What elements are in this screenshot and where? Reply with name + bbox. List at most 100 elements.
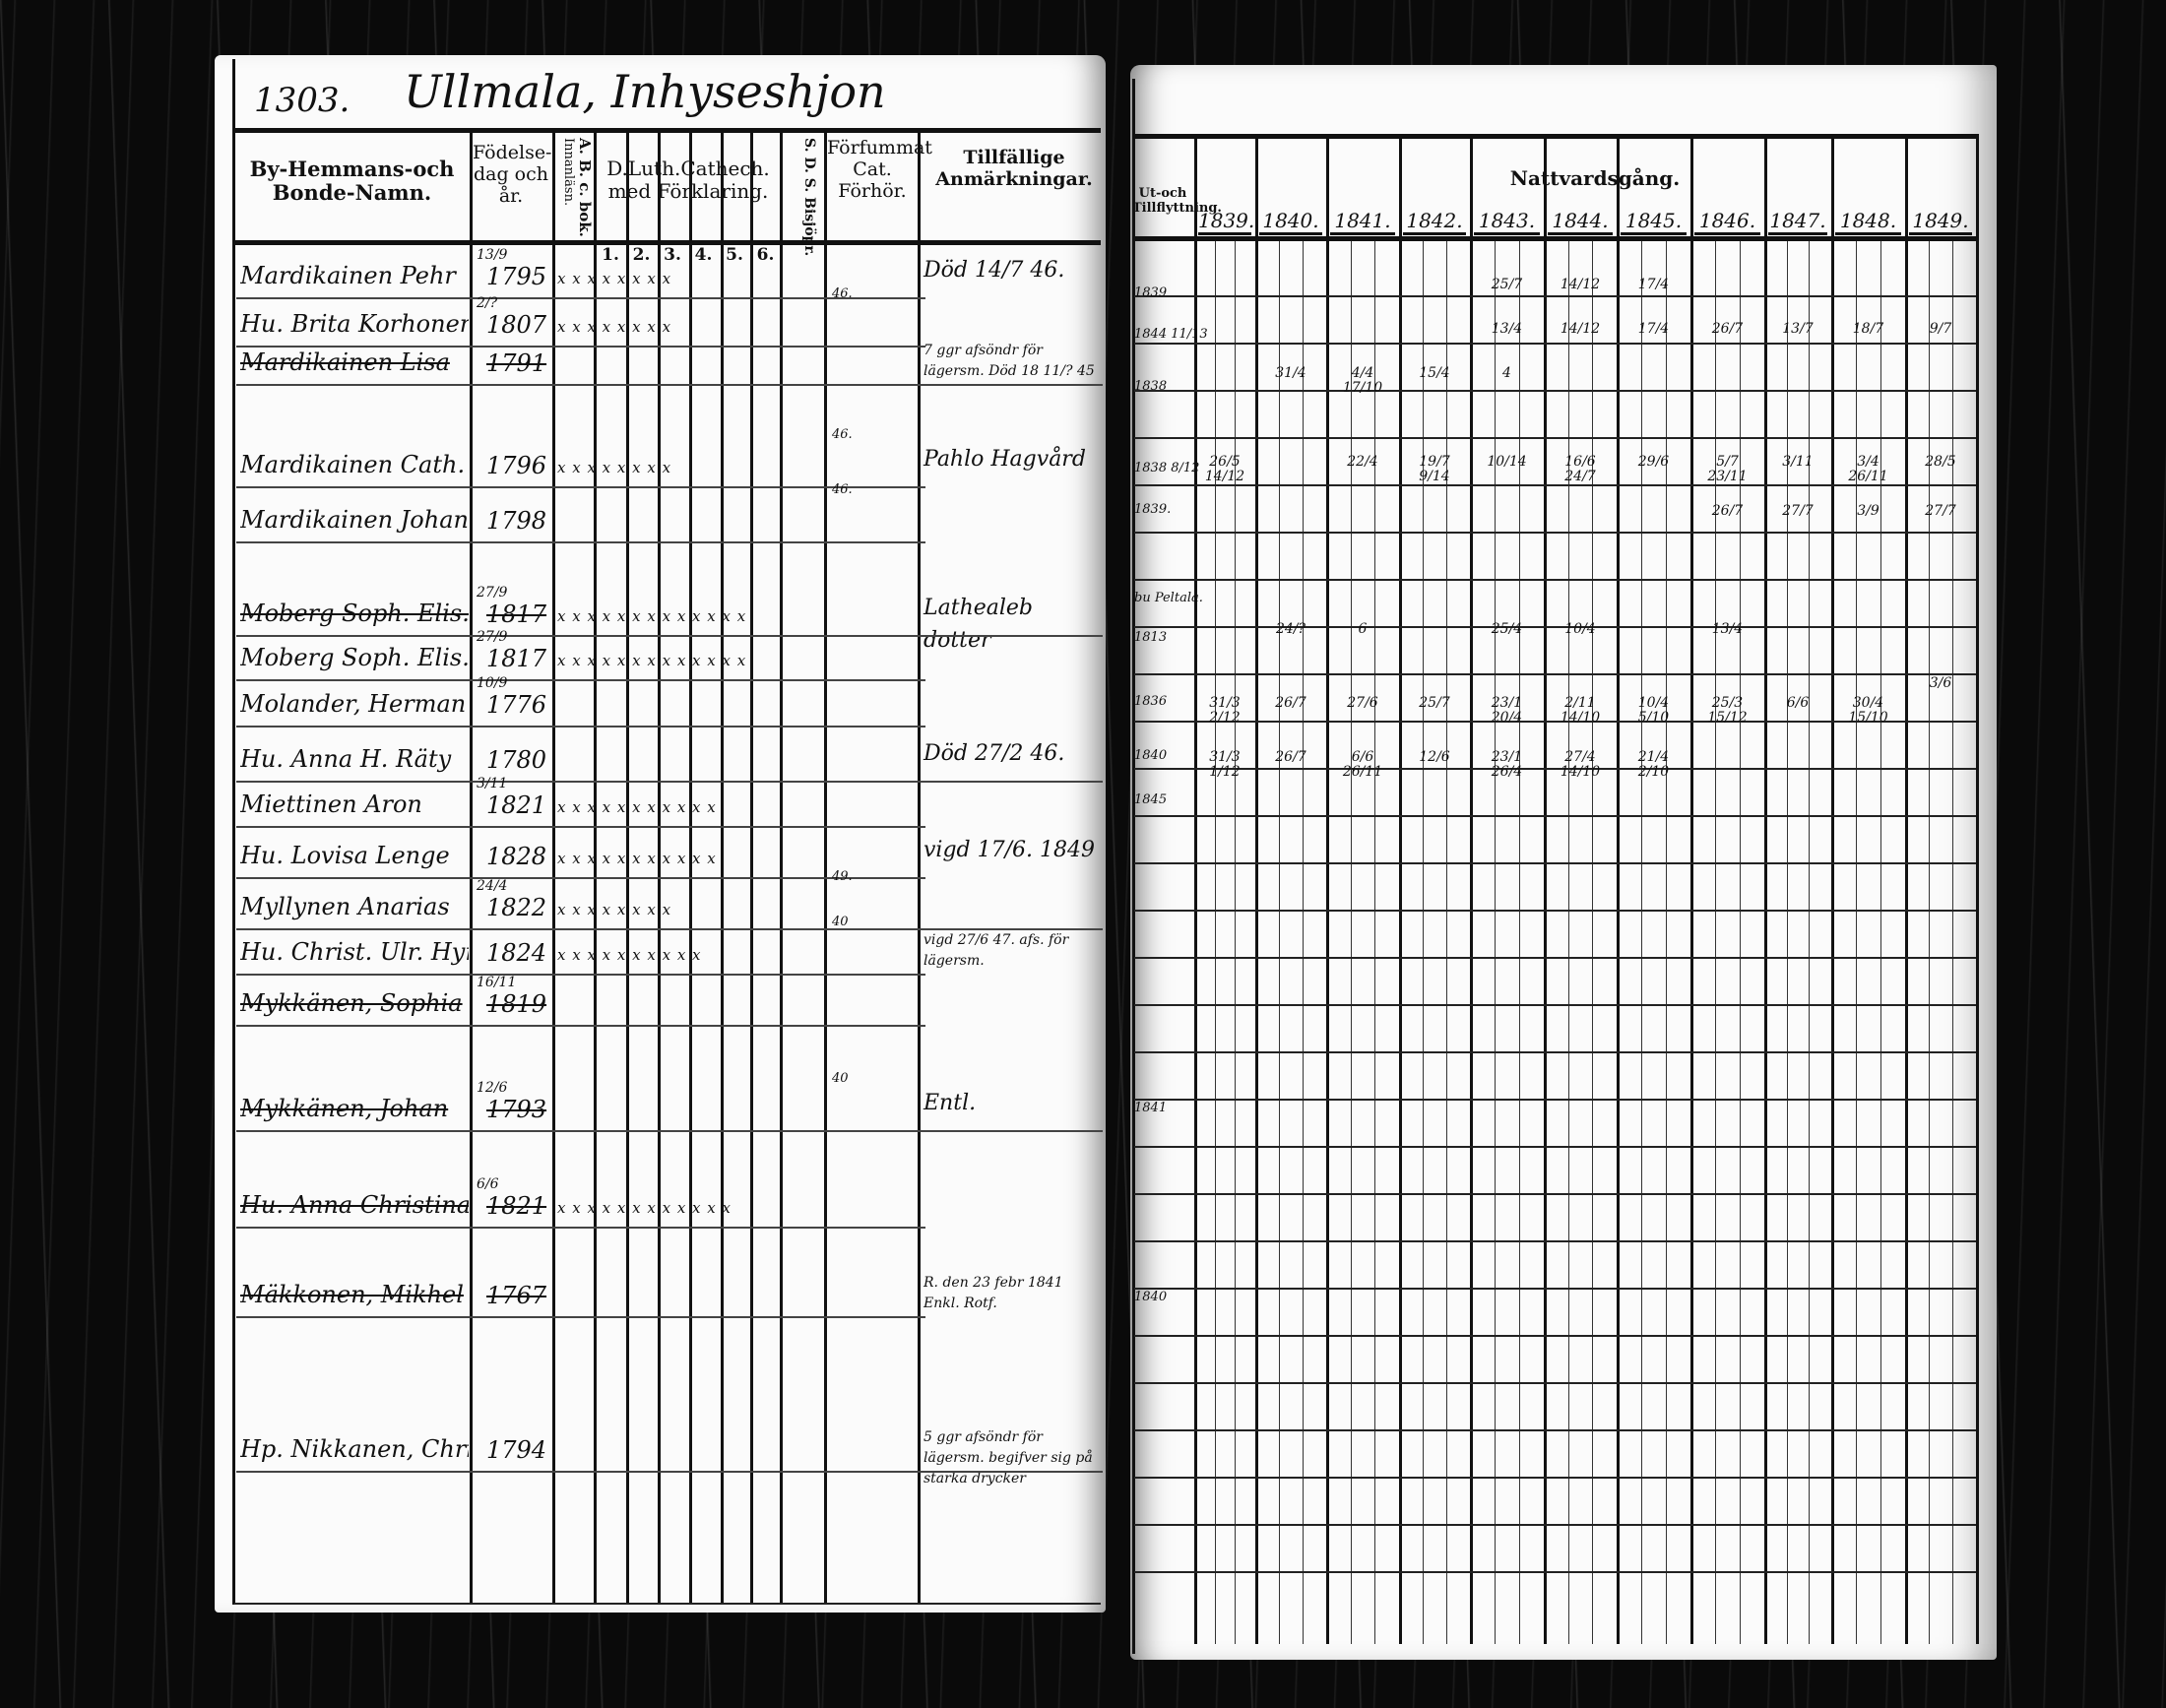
catechism-part-number: 3. [664,245,681,265]
birth-day: 24/4 [477,878,508,894]
person-name: Hu. Christ. Ulr. Hyrynen [240,938,469,966]
row-rule [1134,768,1976,770]
communion-date: 3/6 [1929,675,1952,691]
communion-date: 16/6 24/7 [1564,454,1596,485]
column-rule [594,128,597,1605]
communion-date: 25/7 [1419,695,1450,711]
column-rule [626,128,629,1605]
birth-year: 1817 [486,601,547,628]
communion-date: 19/7 9/14 [1419,454,1450,485]
person-name: Hp. Nikkanen, Christina [240,1435,469,1463]
row-rule [1134,1240,1976,1242]
person-name: Hu. Anna Christina [240,1191,469,1219]
moving-note: 1844 11/13 [1134,327,1208,342]
col-header-communion: Nattvardsgång. [1509,166,1681,190]
year-subcolumn-rule [1350,236,1352,1644]
row-rule [1134,1477,1976,1479]
communion-date: 27/7 [1925,503,1956,519]
row-rule [1134,484,1976,486]
person-name: Miettinen Aron [240,791,422,818]
year-column-rule [1764,138,1767,1644]
year-header: 1846. [1694,209,1760,235]
row-rule [236,541,925,543]
communion-date: 6/6 [1786,695,1810,711]
birth-day: 16/11 [477,975,517,990]
column-rule [918,128,921,1605]
remark: Död 27/2 46. [924,741,1065,766]
communion-date: 4/4 17/10 [1342,365,1383,397]
communion-date: 13/7 [1782,321,1814,337]
birth-day: 10/9 [477,675,508,691]
person-name: Mardikainen Lisa [240,348,450,376]
communion-date: 31/4 [1275,365,1306,381]
moving-note: 1841 [1134,1101,1168,1115]
birth-year: 1824 [486,939,547,967]
page-bottom-rule [234,1603,1101,1605]
moving-note: 1845 [1134,792,1168,807]
column-rule [689,128,692,1605]
person-name: Molander, Herman [240,690,467,718]
year-header: 1848. [1835,209,1901,235]
column-rule [1132,79,1135,1654]
birth-day: 27/9 [477,629,508,645]
remark: Entl. [924,1091,977,1115]
year-column-rule [1544,138,1547,1644]
year-column-rule [1690,138,1693,1644]
communion-date: 26/7 [1275,749,1306,765]
communion-date: 26/7 [1711,503,1744,519]
communion-date: 21/4 2/10 [1637,749,1670,781]
row-rule [236,974,925,976]
year-header: 1844. [1548,209,1613,235]
col-header-bible: S. D. S. Bisjöpr. [801,138,817,257]
year-header: 1841. [1330,209,1395,235]
year-subcolumn-rule [1519,236,1520,1644]
column-rule [721,128,724,1605]
person-name: Moberg Soph. Elis. [240,600,469,627]
column-rule [780,128,783,1605]
communion-date: 13/4 [1711,621,1744,637]
row-rule [236,384,1103,386]
year-subcolumn-rule [1952,236,1953,1644]
year-column-rule [1399,138,1402,1644]
communion-date: 2/11 14/10 [1560,695,1601,727]
year-subcolumn-rule [1446,236,1447,1644]
row-rule [1134,862,1976,864]
remark: vigd 17/6. 1849 [924,838,1096,862]
birth-year: 1819 [486,990,547,1018]
row-rule [236,486,925,488]
remark: Död 14/7 46. [924,258,1065,283]
communion-date: 6/6 26/11 [1342,749,1383,781]
row-rule [1134,1524,1976,1526]
year-subcolumn-rule [1715,236,1716,1644]
communion-date: 24/? [1275,621,1306,637]
birth-day: 27/9 [477,585,508,601]
year-subcolumn-rule [1235,236,1237,1644]
col-header-name: By-Hemmans-och Bonde-Namn. [249,157,455,206]
year-column-rule [1831,138,1834,1644]
col-header-remarks: Tillfällige Anmärkningar. [935,147,1093,190]
year-header: 1843. [1474,209,1540,235]
birth-year: 1793 [486,1096,547,1123]
communion-date: 23/1 20/4 [1491,695,1523,727]
birth-year: 1780 [486,746,547,774]
communion-date: 18/7 [1852,321,1884,337]
communion-date: 14/12 [1560,321,1601,337]
row-rule [1134,1335,1976,1337]
row-rule [1134,910,1976,912]
year-subcolumn-rule [1214,236,1216,1644]
row-rule [236,1316,925,1318]
col-header-abc-book: A. B. c. bok. [576,138,594,237]
person-name: Mardikainen Pehr [240,262,456,289]
communion-date: 3/9 [1857,503,1879,519]
birth-day: 2/? [477,295,498,311]
catechism-part-number: 5. [726,245,743,265]
communion-date: 27/6 [1347,695,1378,711]
row-rule [236,781,1103,783]
birth-day: 13/9 [477,247,508,263]
year-subcolumn-rule [1279,236,1280,1644]
birth-year: 1807 [486,311,547,339]
row-rule [1134,1382,1976,1384]
column-rule [470,128,473,1605]
remark: Lathealeb dotter [924,596,1034,653]
communion-date: 3/4 26/11 [1848,454,1888,485]
